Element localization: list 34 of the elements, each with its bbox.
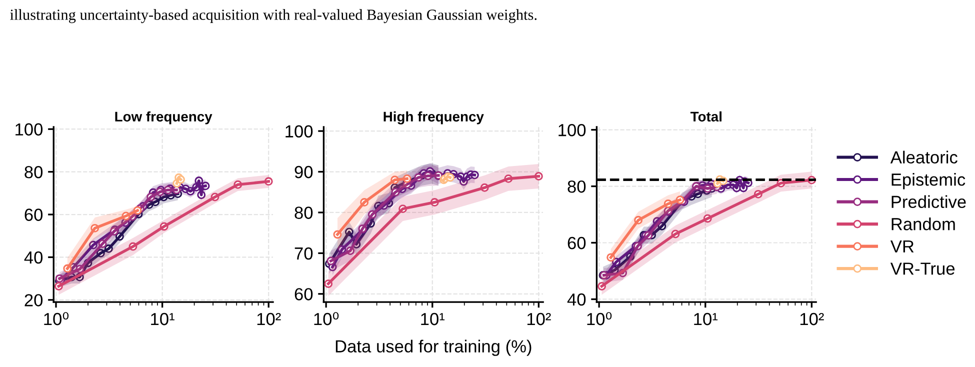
text: illustrating uncertainty-based acquisition with real-valued Bayesian Gaussian weights.: [10, 9, 537, 24]
x-tick-label: 10¹: [694, 312, 718, 326]
x-tick-label: 10²: [800, 312, 824, 326]
x-tick-label: 10¹: [151, 312, 174, 326]
legend-label: Predictive: [892, 195, 966, 208]
y-tick-label: 70: [294, 247, 313, 260]
y-tick-label: 90: [294, 166, 313, 178]
legend-label: VR-True: [890, 262, 955, 275]
y-tick-label: 20: [24, 294, 43, 306]
chart-title: Total: [690, 111, 722, 122]
y-tick-label: 40: [24, 251, 43, 264]
legend-label: VR: [890, 240, 914, 252]
legend-label: Aleatoric: [890, 150, 958, 164]
y-tick-label: 100: [286, 125, 313, 138]
y-tick-label: 40: [567, 293, 586, 306]
legend-label: Random: [892, 218, 955, 230]
y-tick-label: 60: [294, 288, 313, 300]
chart-title: High frequency: [384, 111, 484, 124]
y-tick-label: 80: [24, 166, 43, 178]
chart-title: Low frequency: [115, 111, 212, 124]
x-tick-label: 10²: [527, 312, 551, 326]
x-axis-title: Data used for training (%): [336, 340, 532, 356]
x-tick-label: 10⁰: [314, 312, 339, 326]
y-tick-label: 80: [294, 206, 313, 219]
y-tick-label: 60: [568, 236, 586, 250]
x-tick-label: 10¹: [421, 312, 445, 326]
x-tick-label: 10⁰: [44, 312, 69, 326]
legend-label: Epistemic: [892, 173, 966, 190]
y-tick-label: 100: [16, 123, 43, 136]
x-tick-label: 10²: [257, 312, 281, 326]
x-tick-label: 10⁰: [587, 312, 612, 326]
y-tick-label: 60: [24, 208, 43, 221]
y-tick-label: 100: [558, 124, 586, 136]
y-tick-label: 80: [568, 180, 586, 193]
